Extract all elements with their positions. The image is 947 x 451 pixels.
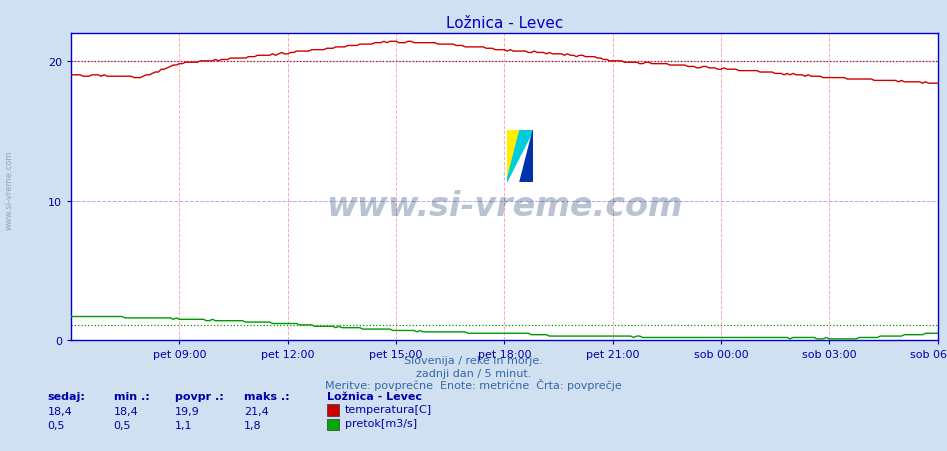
Text: Slovenija / reke in morje.: Slovenija / reke in morje. — [404, 355, 543, 365]
Text: sedaj:: sedaj: — [47, 391, 85, 401]
Text: maks .:: maks .: — [244, 391, 290, 401]
Text: 18,4: 18,4 — [114, 406, 138, 416]
Text: www.si-vreme.com: www.si-vreme.com — [326, 189, 683, 222]
Polygon shape — [507, 131, 520, 183]
Text: 19,9: 19,9 — [175, 406, 200, 416]
Text: pretok[m3/s]: pretok[m3/s] — [345, 418, 417, 428]
Text: min .:: min .: — [114, 391, 150, 401]
Text: 1,1: 1,1 — [175, 420, 192, 430]
Text: 0,5: 0,5 — [114, 420, 131, 430]
Polygon shape — [507, 131, 533, 183]
Text: 0,5: 0,5 — [47, 420, 64, 430]
Text: 18,4: 18,4 — [47, 406, 72, 416]
Text: povpr .:: povpr .: — [175, 391, 223, 401]
Text: zadnji dan / 5 minut.: zadnji dan / 5 minut. — [416, 368, 531, 377]
Text: Meritve: povprečne  Enote: metrične  Črta: povprečje: Meritve: povprečne Enote: metrične Črta:… — [325, 378, 622, 390]
Polygon shape — [520, 131, 533, 183]
Text: Ložnica - Levec: Ložnica - Levec — [327, 391, 421, 401]
Text: 21,4: 21,4 — [244, 406, 269, 416]
Text: www.si-vreme.com: www.si-vreme.com — [5, 150, 14, 229]
Text: temperatura[C]: temperatura[C] — [345, 404, 432, 414]
Text: 1,8: 1,8 — [244, 420, 262, 430]
Title: Ložnica - Levec: Ložnica - Levec — [446, 16, 563, 31]
